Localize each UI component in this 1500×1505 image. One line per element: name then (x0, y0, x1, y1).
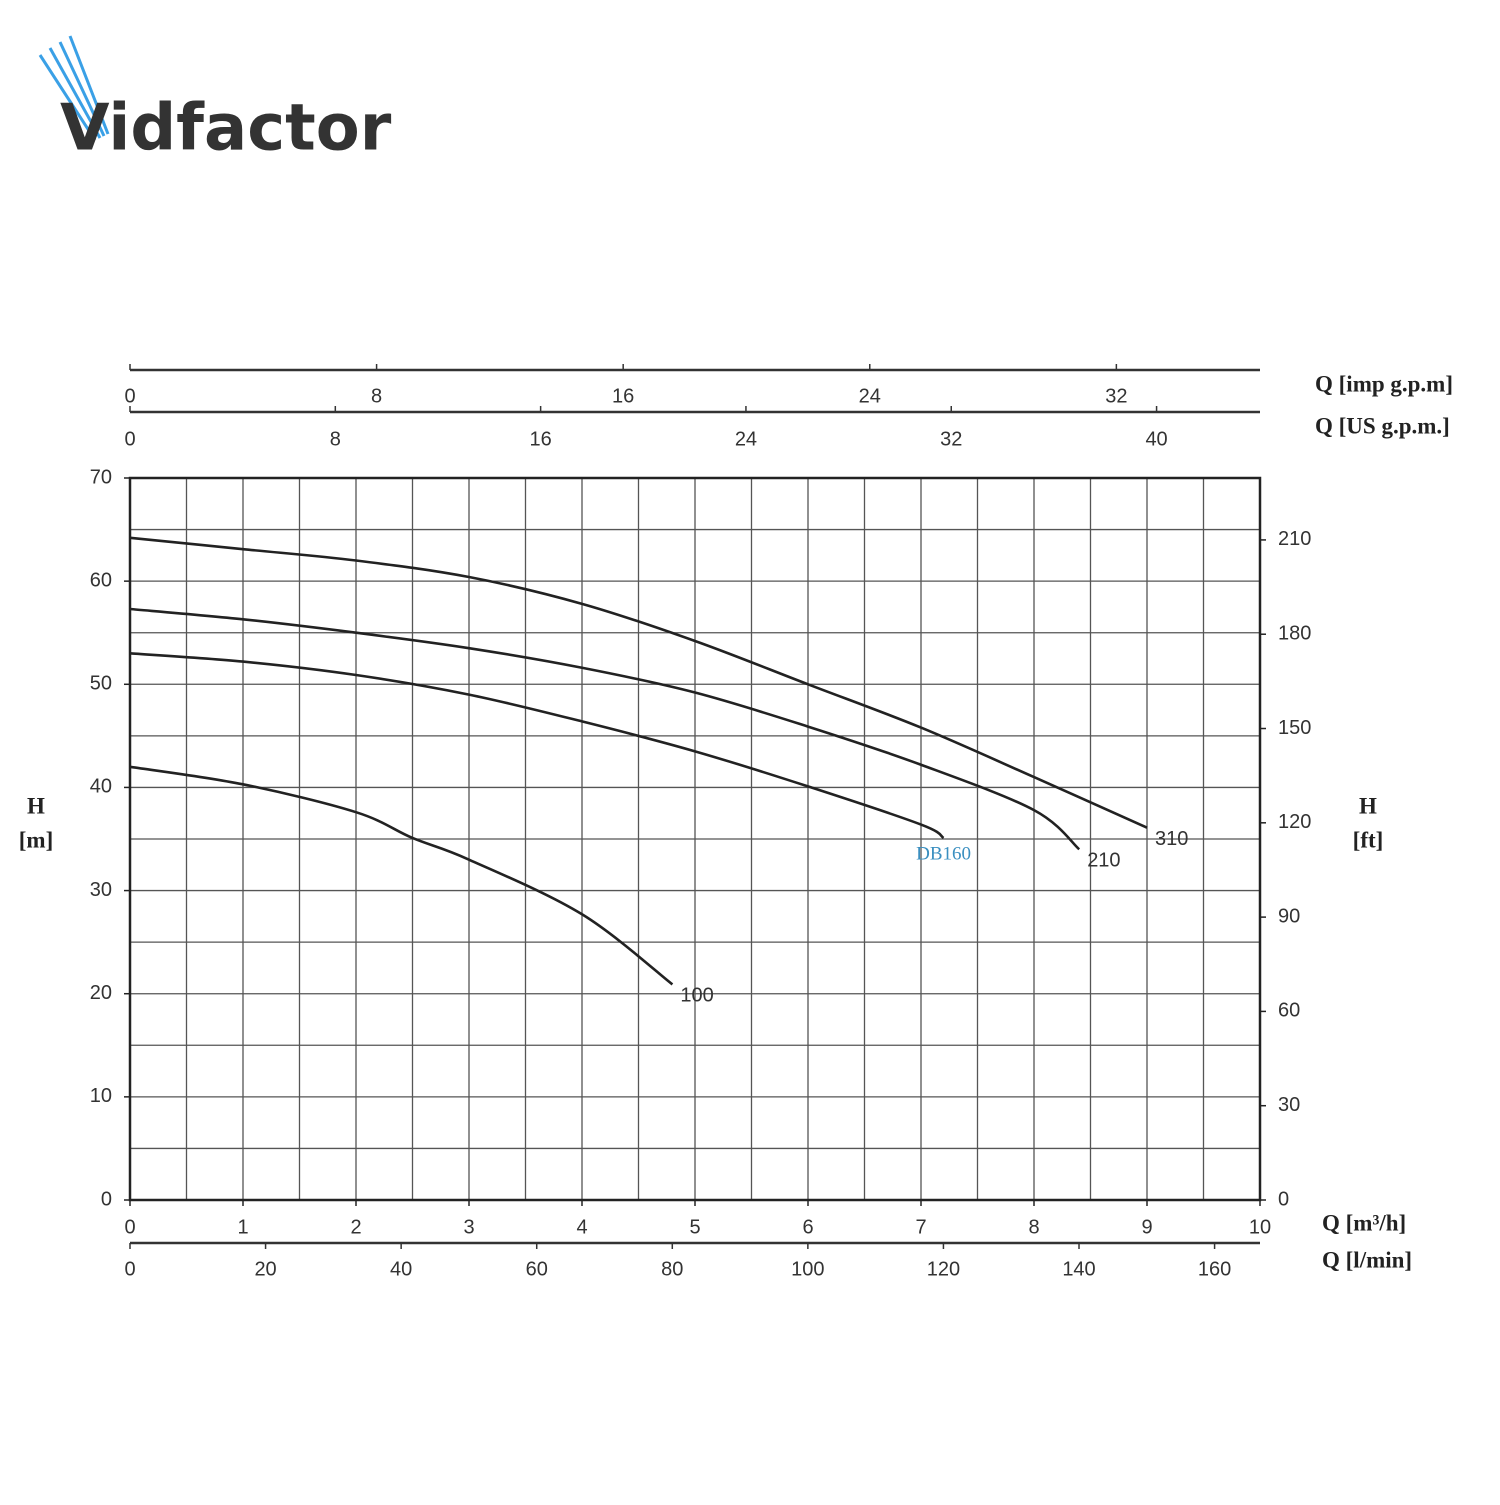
x-axis-label: Q [imp g.p.m] (1315, 371, 1453, 396)
y-axis-label: H (27, 793, 45, 818)
x-tick-label: 24 (735, 428, 757, 450)
x-axis-label: Q [l/min] (1322, 1247, 1412, 1272)
x-tick-label: 140 (1062, 1258, 1095, 1280)
curve-label: 310 (1155, 828, 1188, 850)
x-tick-label: 32 (1105, 385, 1127, 407)
y2-tick-label: 150 (1278, 717, 1311, 739)
x-tick-label: 16 (530, 428, 552, 450)
x-tick-label: 0 (124, 1216, 135, 1238)
y-tick-label: 40 (90, 776, 112, 798)
x-tick-label: 2 (350, 1216, 361, 1238)
x-tick-label: 10 (1249, 1216, 1271, 1238)
pump-curve (129, 536, 1148, 829)
y2-tick-label: 90 (1278, 905, 1300, 927)
x-tick-label: 80 (661, 1258, 683, 1280)
pump-curve (129, 607, 1081, 851)
x-tick-label: 4 (576, 1216, 587, 1238)
y-tick-label: 0 (101, 1188, 112, 1210)
x-tick-label: 32 (940, 428, 962, 450)
x-tick-label: 8 (330, 428, 341, 450)
x-tick-label: 40 (390, 1258, 412, 1280)
x-tick-label: 40 (1145, 428, 1167, 450)
x-tick-label: 0 (124, 1258, 135, 1280)
x-tick-label: 20 (254, 1258, 276, 1280)
y-tick-label: 10 (90, 1085, 112, 1107)
y-tick-label: 60 (90, 569, 112, 591)
logo: Vidfactor (60, 92, 392, 166)
x-tick-label: 8 (371, 385, 382, 407)
x-tick-label: 120 (927, 1258, 960, 1280)
y2-tick-label: 120 (1278, 811, 1311, 833)
x-tick-label: 16 (612, 385, 634, 407)
logo-lines (38, 35, 110, 141)
x-tick-label: 9 (1141, 1216, 1152, 1238)
y2-tick-label: 180 (1278, 622, 1311, 644)
x-tick-label: 8 (1028, 1216, 1039, 1238)
x-tick-label: 7 (915, 1216, 926, 1238)
x-tick-label: 160 (1198, 1258, 1231, 1280)
curve-label: DB160 (916, 843, 971, 864)
x-tick-label: 5 (689, 1216, 700, 1238)
x-tick-label: 24 (859, 385, 881, 407)
y-tick-label: 30 (90, 879, 112, 901)
x-tick-label: 3 (463, 1216, 474, 1238)
x-tick-label: 0 (124, 428, 135, 450)
y2-tick-label: 210 (1278, 528, 1311, 550)
y2-axis-label: H (1359, 793, 1377, 818)
y-axis-label: [m] (19, 827, 53, 852)
y2-tick-label: 0 (1278, 1188, 1289, 1210)
pump-curve (129, 652, 945, 840)
curve-label: 210 (1087, 850, 1120, 872)
y2-axis-label: [ft] (1353, 827, 1384, 852)
y2-tick-label: 30 (1278, 1094, 1300, 1116)
y-tick-label: 20 (90, 982, 112, 1004)
x-tick-label: 0 (124, 385, 135, 407)
x-axis-label: Q [m³/h] (1322, 1210, 1406, 1235)
x-tick-label: 100 (791, 1258, 824, 1280)
y-tick-label: 70 (90, 466, 112, 488)
y-tick-label: 50 (90, 673, 112, 695)
y2-tick-label: 60 (1278, 1000, 1300, 1022)
x-tick-label: 1 (237, 1216, 248, 1238)
x-axis-label: Q [US g.p.m.] (1315, 413, 1450, 438)
x-tick-label: 6 (802, 1216, 813, 1238)
curve-label: 100 (680, 985, 713, 1007)
x-tick-label: 60 (526, 1258, 548, 1280)
pump-curve (129, 765, 674, 986)
